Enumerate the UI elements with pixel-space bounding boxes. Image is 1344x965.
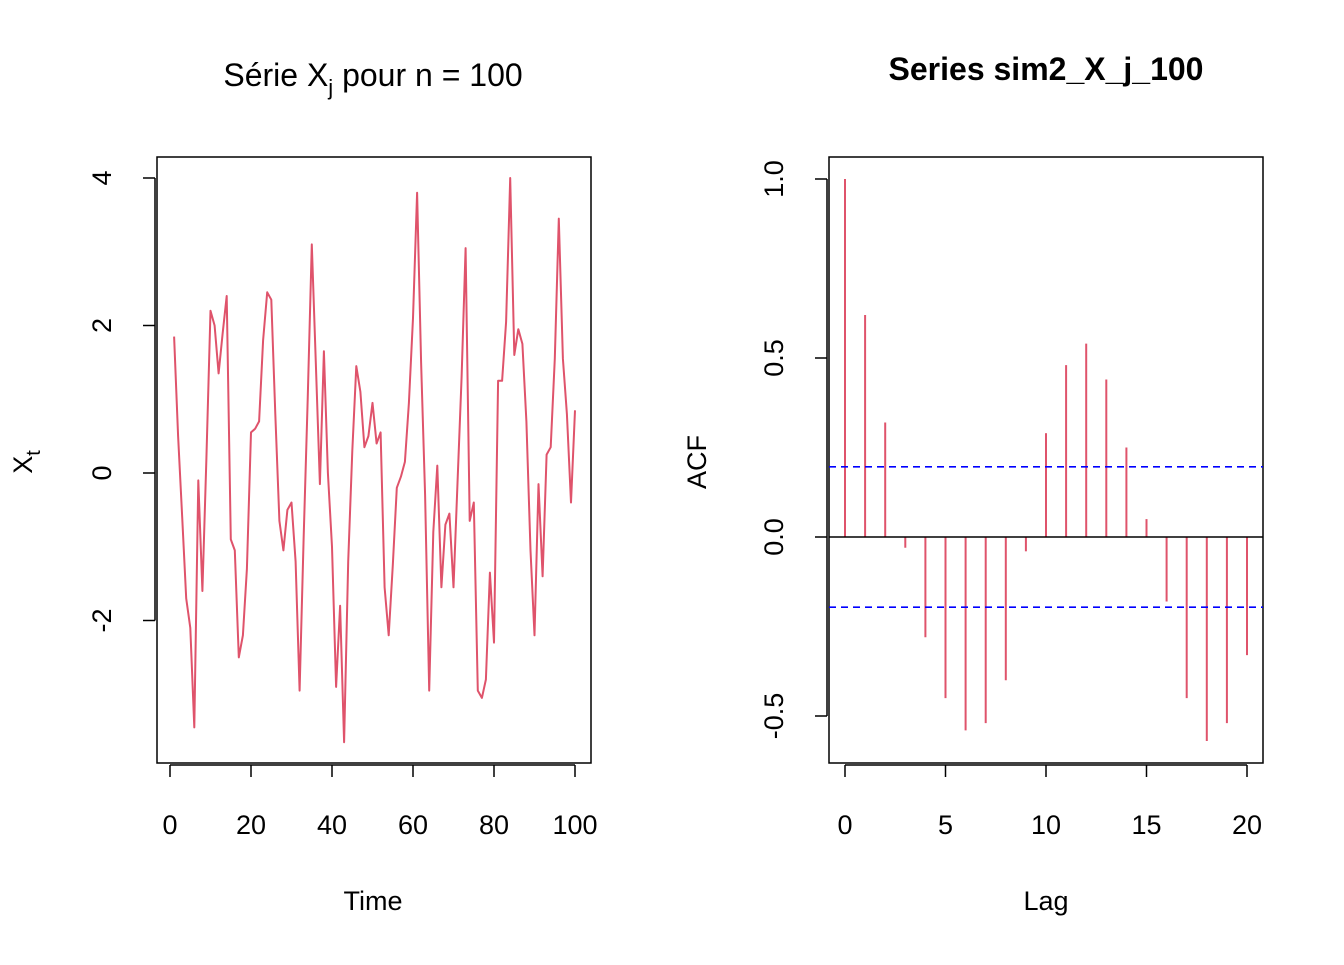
timeseries-x-tick-label: 100 <box>552 810 597 840</box>
acf-x-tick-label: 5 <box>938 810 953 840</box>
timeseries-y-label: Xt <box>8 450 45 474</box>
timeseries-x-tick-label: 40 <box>317 810 347 840</box>
timeseries-x-tick-label: 60 <box>398 810 428 840</box>
timeseries-x-axis: 0 20 40 60 80 100 <box>162 764 598 840</box>
acf-y-tick-label: 1.0 <box>759 160 789 198</box>
acf-x-label: Lag <box>1023 886 1068 916</box>
acf-plot-frame <box>828 156 1264 764</box>
timeseries-plot-frame <box>156 156 592 764</box>
timeseries-panel: Série Xj pour n = 100 0 20 40 60 80 100 -2 0 2 4… <box>8 57 598 916</box>
acf-reference-lines <box>829 466 1263 608</box>
timeseries-line <box>173 177 576 744</box>
acf-title: Series sim2_X_j_100 <box>889 51 1204 87</box>
timeseries-y-axis: -2 0 2 4 <box>87 170 156 633</box>
acf-x-tick-label: 15 <box>1131 810 1161 840</box>
acf-y-tick-label: 0.0 <box>759 518 789 556</box>
acf-y-axis: -0.5 0.0 0.5 1.0 <box>759 160 828 740</box>
timeseries-y-tick-label: 2 <box>87 318 117 333</box>
acf-x-axis: 0 5 10 15 20 <box>837 764 1262 840</box>
timeseries-y-tick-label: 0 <box>87 465 117 480</box>
acf-y-tick-label: -0.5 <box>759 693 789 740</box>
acf-y-tick-label: 0.5 <box>759 339 789 377</box>
timeseries-title: Série Xj pour n = 100 <box>223 57 522 100</box>
acf-x-tick-label: 0 <box>837 810 852 840</box>
timeseries-x-tick-label: 80 <box>479 810 509 840</box>
timeseries-x-tick-label: 20 <box>236 810 266 840</box>
timeseries-x-label: Time <box>344 886 403 916</box>
acf-x-tick-label: 10 <box>1031 810 1061 840</box>
timeseries-y-tick-label: -2 <box>87 608 117 632</box>
timeseries-x-tick-label: 0 <box>162 810 177 840</box>
acf-x-tick-label: 20 <box>1232 810 1262 840</box>
acf-y-label: ACF <box>682 435 712 489</box>
acf-bars <box>844 179 1248 742</box>
acf-panel: Series sim2_X_j_100 0 5 10 15 20 -0.5 0.0 0.5 1… <box>682 51 1264 916</box>
timeseries-y-tick-label: 4 <box>87 170 117 185</box>
